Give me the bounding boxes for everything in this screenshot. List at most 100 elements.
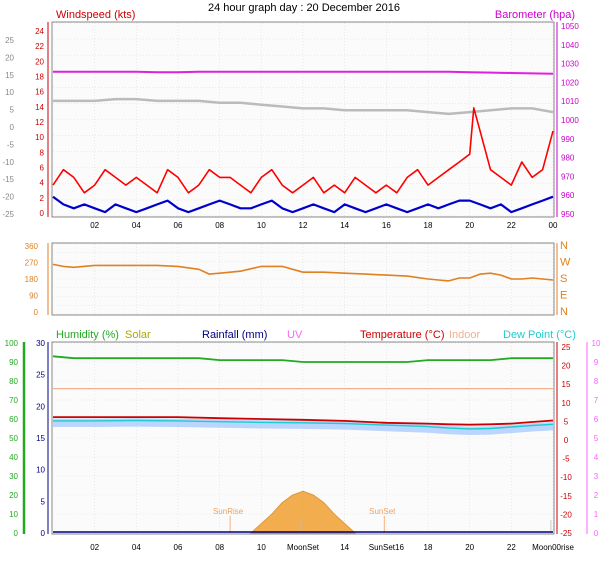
rainfall-tick-label: 20 <box>36 402 45 411</box>
humidity-tick-label: 10 <box>9 510 18 519</box>
temp-trace-tick-label: 25 <box>5 36 14 45</box>
legend-dew_point: Dew Point (°C) <box>503 329 576 341</box>
direction-degree-tick-label: 270 <box>25 259 39 268</box>
uv-tick-label: 9 <box>594 358 599 367</box>
windspeed-tick-label: 14 <box>35 103 44 112</box>
compass-tick-label: E <box>560 290 567 302</box>
windspeed-tick-label: 10 <box>35 133 44 142</box>
temperature-line <box>53 416 554 426</box>
temperature-humidity-panel: Humidity (%) Solar Rainfall (mm) UV Temperat… <box>5 329 601 552</box>
temp-trace-tick-label: 15 <box>5 71 14 80</box>
temp-trace-line <box>53 97 554 116</box>
x-tick-label: 16 <box>382 221 391 230</box>
dew-point-line <box>53 419 554 430</box>
compass-tick-label: N <box>560 240 568 252</box>
x-tick-label: MoonSet <box>287 543 320 552</box>
windspeed-tick-label: 24 <box>35 27 44 36</box>
uv-tick-label: 7 <box>594 396 599 405</box>
windspeed-tick-label: 6 <box>40 164 45 173</box>
direction-degree-tick-label: 360 <box>25 242 39 251</box>
temperature-tick-label: 25 <box>562 343 571 352</box>
x-tick-label: 14 <box>340 221 349 230</box>
barometer-axis-label: Barometer (hpa) <box>495 9 575 21</box>
windspeed-tick-label: 22 <box>35 42 44 51</box>
temp-trace-tick-label: 10 <box>5 88 14 97</box>
temp-trace-tick-label: 5 <box>10 106 15 115</box>
uv-tick-label: 2 <box>594 491 599 500</box>
barometer-tick-label: 990 <box>561 135 575 144</box>
direction-degree-tick-label: 180 <box>25 275 39 284</box>
windspeed-tick-label: 18 <box>35 73 44 82</box>
uv-tick-label: 5 <box>594 434 599 443</box>
direction-degree-tick-label: 0 <box>34 308 39 317</box>
temperature-tick-label: -15 <box>560 492 572 501</box>
x-tick-label: 00 <box>549 221 558 230</box>
legend-solar: Solar <box>125 329 151 341</box>
legend-rainfall: Rainfall (mm) <box>202 329 267 341</box>
barometer-tick-label: 1010 <box>561 97 579 106</box>
x-tick-label: Moon00rise <box>532 543 574 552</box>
rainfall-tick-label: 5 <box>41 497 46 506</box>
windspeed-tick-label: 16 <box>35 88 44 97</box>
legend-uv: UV <box>287 329 303 341</box>
annotation-label-sunset: SunSet <box>369 507 396 516</box>
temperature-tick-label: 15 <box>562 380 571 389</box>
humidity-tick-label: 60 <box>9 415 18 424</box>
x-tick-label: 06 <box>174 543 183 552</box>
temp-trace-tick-label: -5 <box>7 140 15 149</box>
x-tick-label: 08 <box>215 543 224 552</box>
compass-tick-label: S <box>560 273 567 285</box>
page-title: 24 hour graph day : 20 December 2016 <box>208 2 400 14</box>
barometer-line <box>53 70 554 75</box>
x-tick-label: 18 <box>424 543 433 552</box>
uv-tick-label: 6 <box>594 415 599 424</box>
rainfall-tick-label: 15 <box>36 434 45 443</box>
uv-tick-label: 10 <box>592 339 601 348</box>
barometer-tick-label: 1030 <box>561 60 579 69</box>
x-tick-label: 10 <box>257 543 266 552</box>
x-tick-label: 20 <box>465 543 474 552</box>
uv-tick-label: 8 <box>594 377 599 386</box>
temp-trace-tick-label: -15 <box>2 175 14 184</box>
x-tick-label: 08 <box>215 221 224 230</box>
temp-trace-tick-label: -25 <box>2 210 14 219</box>
temperature-tick-label: 20 <box>562 362 571 371</box>
temperature-tick-label: -10 <box>560 473 572 482</box>
barometer-tick-label: 1050 <box>561 22 579 31</box>
windspeed-tick-label: 0 <box>40 209 45 218</box>
windspeed-axis-label: Windspeed (kts) <box>56 9 135 21</box>
legend-temperature: Temperature (°C) <box>360 329 444 341</box>
rainfall-tick-label: 30 <box>36 339 45 348</box>
x-tick-label: 18 <box>424 221 433 230</box>
barometer-tick-label: 970 <box>561 172 575 181</box>
rainfall-tick-label: 25 <box>36 371 45 380</box>
rainfall-tick-label: 10 <box>36 466 45 475</box>
temperature-tick-label: -25 <box>560 529 572 538</box>
x-tick-label: 02 <box>90 221 99 230</box>
temp-trace-tick-label: -20 <box>2 193 14 202</box>
temp-trace-tick-label: 0 <box>10 123 15 132</box>
barometer-tick-label: 950 <box>561 210 575 219</box>
temp-trace-tick-label: 20 <box>5 53 14 62</box>
windspeed-tick-label: 12 <box>35 118 44 127</box>
humidity-tick-label: 70 <box>9 396 18 405</box>
windspeed-tick-label: 20 <box>35 57 44 66</box>
compass-tick-label: W <box>560 257 571 269</box>
x-tick-label: SunSet16 <box>369 543 405 552</box>
dew-point-band <box>53 418 553 435</box>
direction-degree-tick-label: 90 <box>29 292 38 301</box>
x-tick-label: 22 <box>507 543 516 552</box>
wind-average-line <box>52 195 554 214</box>
barometer-tick-label: 980 <box>561 154 575 163</box>
humidity-tick-label: 20 <box>9 491 18 500</box>
solar-area <box>249 490 357 534</box>
wind-gust-line <box>52 107 554 194</box>
x-tick-label: 14 <box>340 543 349 552</box>
x-tick-label: 20 <box>465 221 474 230</box>
temperature-tick-label: -20 <box>560 510 572 519</box>
uv-tick-label: 3 <box>594 472 599 481</box>
x-tick-label: 10 <box>257 221 266 230</box>
humidity-tick-label: 30 <box>9 472 18 481</box>
